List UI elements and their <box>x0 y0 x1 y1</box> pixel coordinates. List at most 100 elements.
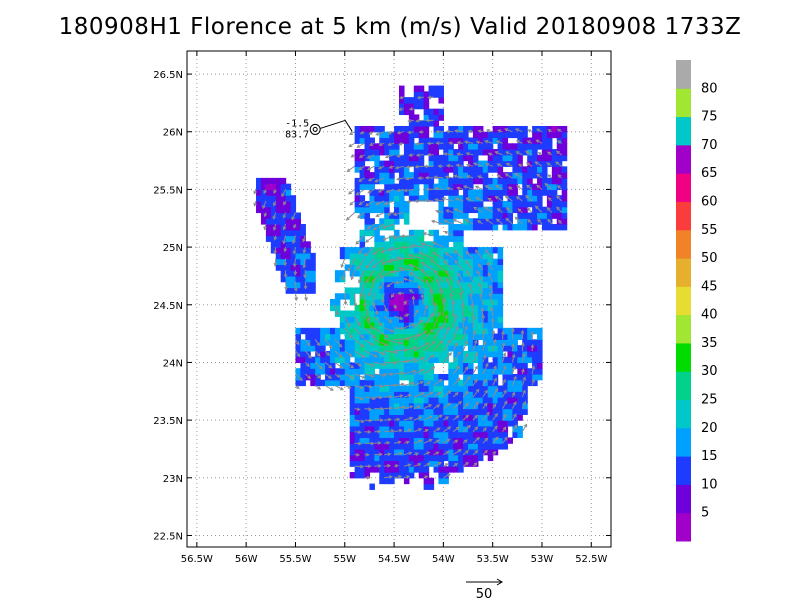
wind-cell <box>265 224 272 231</box>
wind-cell <box>423 420 430 427</box>
wind-cell <box>546 125 553 133</box>
wind-cell <box>468 316 474 323</box>
wind-cell <box>403 200 410 208</box>
wind-vector-head <box>365 264 369 269</box>
wind-cell <box>423 189 430 196</box>
wind-cell <box>384 431 390 439</box>
wind-vector-head <box>350 276 355 281</box>
wind-vector-head <box>465 390 469 395</box>
wind-vector-head <box>456 426 460 431</box>
wind-cell <box>492 189 499 196</box>
wind-vector <box>403 370 416 375</box>
wind-cell <box>384 414 390 421</box>
wind-cell <box>448 212 454 219</box>
wind-cell <box>334 293 341 300</box>
wind-vector <box>482 341 486 352</box>
wind-cell <box>300 345 306 352</box>
wind-vector <box>302 235 306 242</box>
wind-vector <box>502 331 504 340</box>
wind-vector-head <box>306 342 311 347</box>
wind-cell <box>413 460 420 467</box>
wind-vector <box>374 373 386 377</box>
wind-cell <box>399 235 405 242</box>
wind-cell <box>379 420 385 427</box>
wind-vector-head <box>517 208 522 212</box>
wind-cell <box>448 408 454 415</box>
wind-vector-head <box>555 150 560 155</box>
wind-cell <box>408 443 415 450</box>
wind-cell <box>354 437 361 444</box>
wind-cell <box>428 247 435 254</box>
wind-vector-head <box>388 165 393 169</box>
wind-cell <box>527 368 533 375</box>
wind-vector-head <box>359 385 364 390</box>
wind-cell <box>522 391 528 398</box>
wind-cell <box>428 120 435 127</box>
wind-vector-head <box>378 142 383 146</box>
wind-vector <box>384 350 398 354</box>
wind-cell <box>448 466 454 473</box>
wind-cell <box>443 477 449 485</box>
wind-cell <box>492 368 499 375</box>
wind-vector-head <box>453 250 458 254</box>
wind-vector-head <box>420 269 425 274</box>
wind-cell <box>413 166 420 173</box>
wind-vector <box>433 404 440 410</box>
wind-cell <box>537 154 543 162</box>
wind-cell <box>497 402 504 410</box>
wind-cell <box>300 229 306 237</box>
wind-vector-head <box>367 464 372 469</box>
wind-cell <box>418 235 425 242</box>
wind-vector-head <box>465 152 470 156</box>
wind-vector-head <box>253 202 257 207</box>
wind-vector <box>340 258 346 268</box>
wind-vector-head <box>394 165 399 170</box>
wind-cell <box>374 172 380 179</box>
wind-cell <box>497 166 504 173</box>
wind-cell <box>310 356 316 364</box>
wind-vector-head <box>433 175 438 180</box>
wind-cell <box>403 149 410 156</box>
wind-vector <box>364 373 374 377</box>
wind-vector-head <box>426 381 431 385</box>
wind-vector-head <box>348 353 353 358</box>
wind-cell <box>265 189 272 196</box>
wind-cell <box>389 368 395 375</box>
wind-cell <box>468 402 474 410</box>
wind-cell <box>310 252 316 260</box>
wind-cell <box>364 247 371 254</box>
wind-cell <box>379 224 385 231</box>
wind-cell <box>472 333 479 340</box>
wind-vector-head <box>454 439 459 444</box>
wind-cell <box>359 431 366 439</box>
wind-cell <box>300 356 306 364</box>
wind-vector-head <box>465 250 470 255</box>
wind-vector-head <box>494 151 499 155</box>
wind-cell <box>349 379 356 387</box>
wind-vector <box>364 316 374 330</box>
wind-cell <box>502 443 509 450</box>
wind-cell <box>428 160 435 167</box>
wind-cell <box>354 195 361 202</box>
wind-cell <box>502 131 509 139</box>
wind-cell <box>256 195 262 202</box>
wind-cell <box>458 454 464 462</box>
wind-cell <box>472 143 479 150</box>
wind-vector-head <box>536 173 541 178</box>
wind-cell <box>522 183 528 191</box>
wind-cell <box>275 218 282 225</box>
wind-cell <box>280 183 287 191</box>
wind-vector <box>472 316 475 328</box>
x-tick-label: 53.5W <box>477 554 509 565</box>
wind-cell <box>448 177 454 185</box>
wind-cell <box>487 345 494 352</box>
wind-cell <box>492 281 499 289</box>
wind-cell <box>492 154 499 162</box>
wind-cell <box>364 379 371 387</box>
wind-cell <box>532 166 538 173</box>
wind-cell <box>527 177 533 185</box>
wind-vector <box>403 323 415 329</box>
wind-cell <box>458 195 464 202</box>
wind-cell <box>359 425 366 433</box>
wind-vector <box>423 381 431 386</box>
